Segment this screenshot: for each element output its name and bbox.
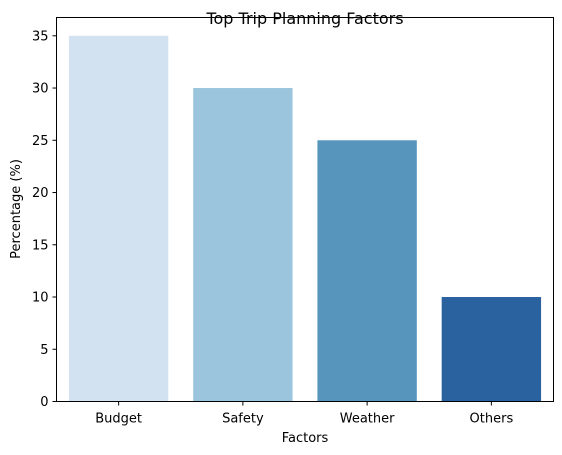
x-axis-ticks: Budget Safety Weather Others (95, 401, 514, 427)
y-tick-label: 15 (32, 238, 49, 253)
y-axis-ticks: 0 5 10 15 20 25 30 35 (32, 29, 57, 410)
x-tick-label: Weather (340, 412, 395, 427)
x-tick-label: Others (470, 412, 514, 427)
bar-budget (68, 35, 169, 402)
bar-weather (317, 140, 417, 402)
y-tick-label: 20 (32, 186, 49, 201)
y-tick-label: 35 (32, 29, 49, 44)
bar-others (441, 297, 542, 402)
y-tick-label: 25 (32, 134, 49, 149)
x-tick-label: Safety (222, 412, 264, 427)
plot-frame (56, 17, 554, 402)
x-tick-label: Budget (95, 412, 142, 427)
bar-safety (193, 88, 293, 402)
y-tick-label: 10 (32, 291, 49, 306)
y-tick-label: 0 (40, 395, 48, 410)
x-axis-label: Factors (282, 431, 329, 446)
y-tick-label: 30 (32, 82, 49, 97)
y-tick-label: 5 (40, 343, 48, 358)
y-axis-label: Percentage (%) (9, 159, 24, 259)
bars-group (68, 35, 542, 402)
chart-title: Top Trip Planning Factors (205, 9, 403, 28)
